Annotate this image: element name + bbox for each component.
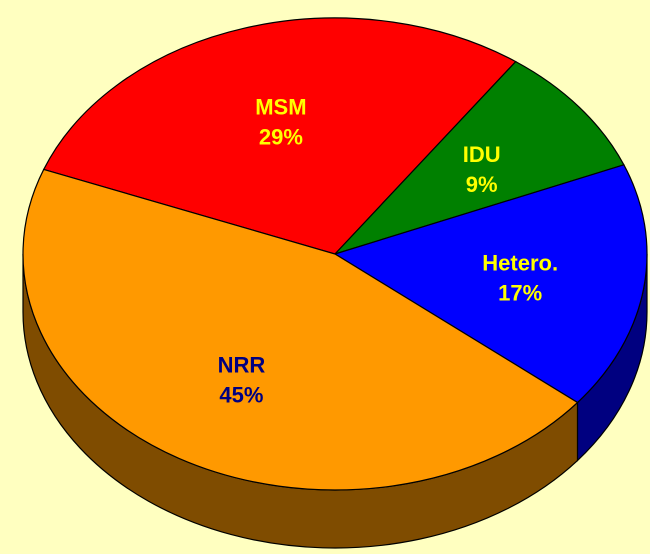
- slice-name: MSM: [255, 94, 306, 119]
- pie-slice: [42, 17, 517, 255]
- pie-slice: [333, 164, 648, 404]
- slice-name: IDU: [463, 142, 501, 167]
- slice-name: NRR: [218, 353, 266, 378]
- slice-value: 29%: [259, 124, 303, 149]
- pie-slice: [333, 60, 625, 256]
- slice-value: 45%: [219, 383, 263, 408]
- pie-slice: [22, 168, 579, 491]
- slice-name: Hetero.: [482, 251, 558, 276]
- slice-value: 9%: [466, 172, 498, 197]
- slice-value: 17%: [498, 281, 542, 306]
